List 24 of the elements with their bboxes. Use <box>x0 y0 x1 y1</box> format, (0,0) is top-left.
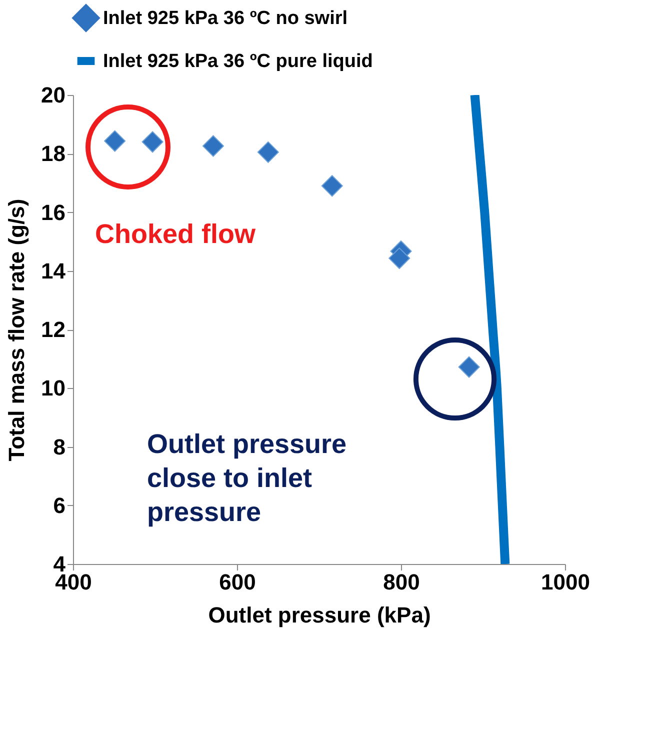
y-tick-label: 14 <box>41 258 66 284</box>
annotation: Choked flow <box>95 219 256 249</box>
point <box>257 141 279 163</box>
point <box>104 130 126 152</box>
legend-label: Inlet 925 kPa 36 ºC pure liquid <box>103 51 373 72</box>
y-tick-label: 6 <box>53 492 66 518</box>
y-axis-title: Total mass flow rate (g/s) <box>4 198 30 462</box>
y-tick-label: 12 <box>41 317 66 342</box>
y-tick-label: 8 <box>53 434 66 460</box>
x-tick-label: 800 <box>383 570 420 594</box>
annotation: Outlet pressure close to inlet pressure <box>147 429 347 527</box>
point <box>321 175 343 197</box>
point <box>388 248 410 270</box>
y-tick-label: 20 <box>41 82 66 108</box>
point <box>458 356 480 378</box>
x-tick-label: 1000 <box>541 570 590 594</box>
legend-label: Inlet 925 kPa 36 ºC no swirl <box>103 8 348 29</box>
y-tick-label: 10 <box>41 376 66 401</box>
y-tick-label: 18 <box>41 141 66 166</box>
y-tick-label: 16 <box>41 200 66 225</box>
x-axis-title: Outlet pressure (kPa) <box>208 602 431 628</box>
x-tick-label: 600 <box>219 570 256 594</box>
point <box>142 131 164 153</box>
point <box>202 135 224 157</box>
